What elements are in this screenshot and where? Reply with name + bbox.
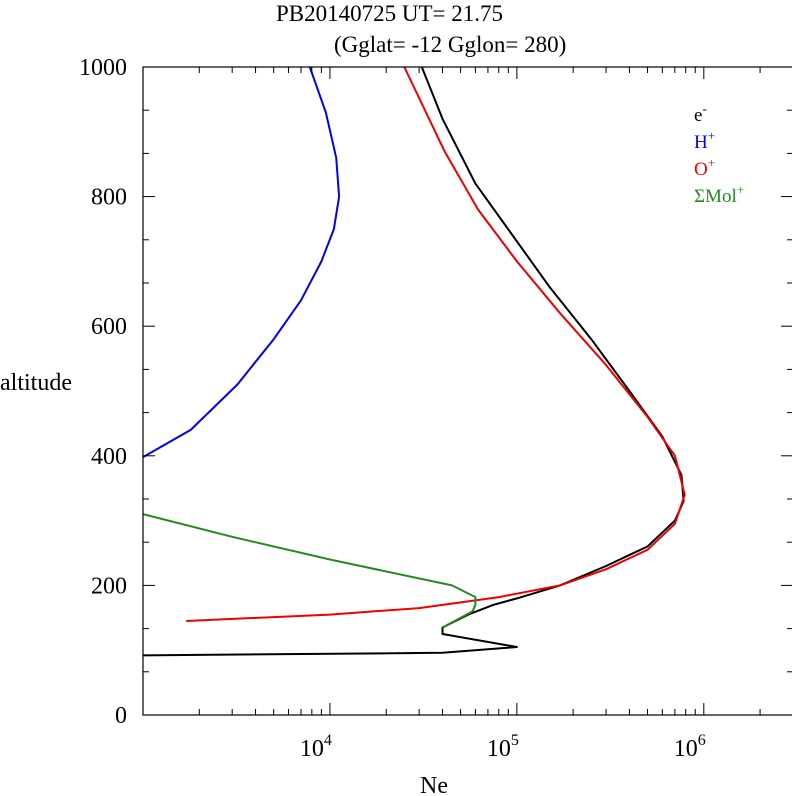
x-tick-label: 105: [487, 732, 519, 762]
x-axis-ticks: 104 105 106: [142, 67, 761, 762]
legend-entry-0: e-: [694, 101, 707, 126]
series-line-2: [186, 66, 686, 622]
y-tick-label: 400: [91, 444, 127, 470]
y-axis-ticks: 0 200 400 600 800 1000: [79, 55, 792, 729]
legend-entry-2: O+: [694, 155, 715, 180]
y-tick-label: 600: [91, 314, 127, 340]
x-tick-label: 104: [300, 732, 332, 762]
legend-entry-1: H+: [694, 128, 715, 153]
y-tick-label: 800: [91, 185, 127, 211]
x-tick-label: 106: [674, 732, 706, 762]
x-axis-label: Ne: [420, 773, 448, 796]
chart-subtitle: (Gglat= -12 Gglon= 280): [334, 32, 566, 57]
series-curves: [142, 66, 686, 657]
y-axis-label: altitude: [0, 370, 72, 396]
y-tick-label: 200: [91, 573, 127, 599]
plot-frame: [142, 66, 792, 716]
series-line-3: [142, 513, 477, 629]
legend: e-H+O+ΣMol+: [694, 101, 744, 207]
y-tick-label: 1000: [79, 55, 127, 81]
series-line-0: [142, 66, 685, 657]
chart-title: PB20140725 UT= 21.75: [276, 1, 503, 26]
legend-entry-3: ΣMol+: [694, 182, 744, 207]
series-line-1: [142, 66, 341, 458]
y-tick-label: 0: [115, 703, 127, 729]
